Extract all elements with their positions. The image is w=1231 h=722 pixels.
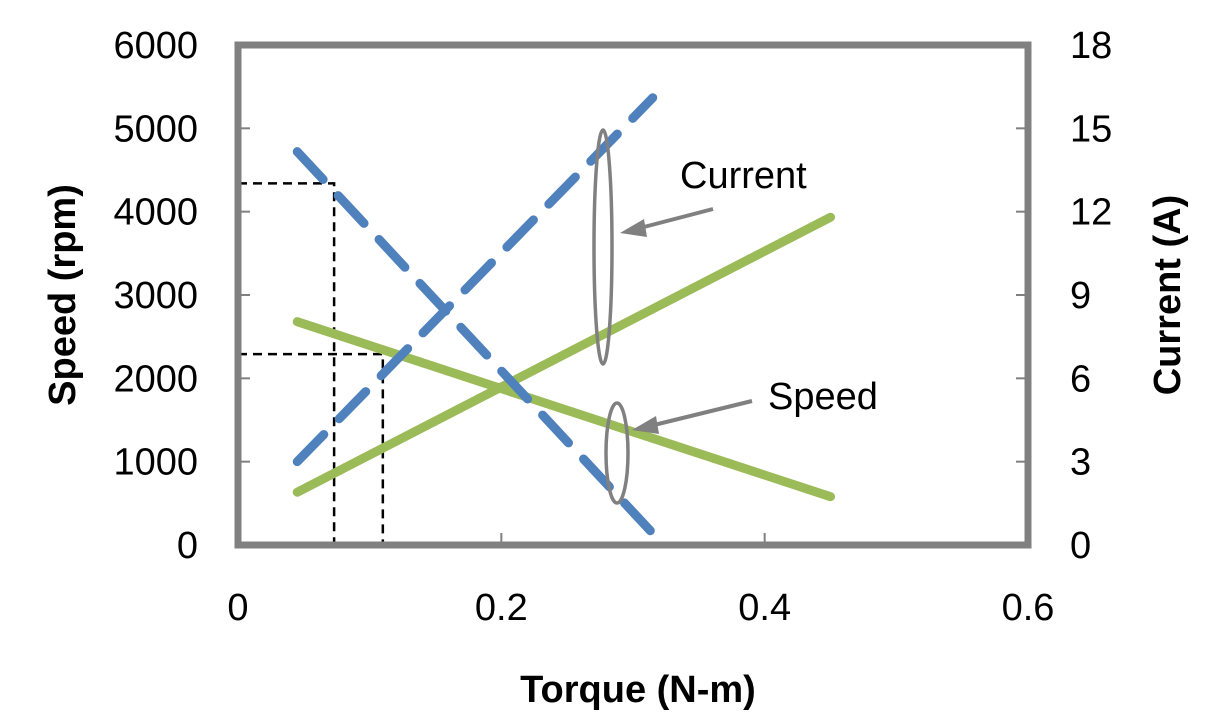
dashed-speed-line bbox=[292, 147, 658, 538]
right-axis-ticks: 0 3 6 9 12 15 18 bbox=[1016, 25, 1112, 567]
speed-arrow-line bbox=[653, 399, 753, 427]
y2-tick-label: 3 bbox=[1070, 442, 1091, 484]
y2-tick-label: 6 bbox=[1070, 358, 1091, 400]
dashed-current-line bbox=[292, 93, 658, 467]
y-tick-label: 2000 bbox=[113, 358, 198, 400]
annotation-layer: Current Speed bbox=[592, 128, 878, 505]
y2-axis-title: Current (A) bbox=[1147, 195, 1189, 396]
y2-tick-label: 12 bbox=[1070, 192, 1112, 234]
speed-callout-ellipse bbox=[604, 401, 630, 505]
solid-current-line bbox=[292, 212, 835, 497]
y-tick-label: 5000 bbox=[113, 108, 198, 150]
current-arrow-head bbox=[620, 219, 647, 237]
y-tick-label: 6000 bbox=[113, 25, 198, 67]
operating-point-reference-line bbox=[238, 182, 336, 545]
y2-tick-label: 0 bbox=[1070, 525, 1091, 567]
x-tick-label: 0.2 bbox=[475, 587, 528, 629]
y-tick-label: 4000 bbox=[113, 192, 198, 234]
solid-speed-line bbox=[292, 317, 835, 502]
reference-lines bbox=[238, 182, 385, 545]
current-callout-ellipse bbox=[592, 128, 614, 366]
y-axis-title: Speed (rpm) bbox=[42, 184, 84, 406]
y2-tick-label: 9 bbox=[1070, 275, 1091, 317]
y2-tick-label: 15 bbox=[1070, 108, 1112, 150]
x-tick-label: 0 bbox=[227, 587, 248, 629]
speed-annotation-label: Speed bbox=[768, 376, 878, 418]
current-annotation-label: Current bbox=[680, 155, 807, 197]
y2-tick-label: 18 bbox=[1070, 25, 1112, 67]
y-tick-label: 0 bbox=[177, 525, 198, 567]
current-arrow-line bbox=[639, 207, 714, 230]
left-axis-ticks: 0 1000 2000 3000 4000 5000 6000 bbox=[113, 25, 250, 567]
series-layer bbox=[292, 93, 835, 538]
speed-arrow-head bbox=[632, 416, 659, 434]
y-tick-label: 3000 bbox=[113, 275, 198, 317]
operating-point-reference-line bbox=[238, 352, 385, 545]
y-tick-label: 1000 bbox=[113, 442, 198, 484]
x-tick-label: 0.6 bbox=[1002, 587, 1055, 629]
x-tick-label: 0.4 bbox=[738, 587, 791, 629]
bottom-axis-ticks: 0 0.2 0.4 0.6 bbox=[227, 533, 1054, 629]
x-axis-title: Torque (N-m) bbox=[520, 669, 756, 711]
